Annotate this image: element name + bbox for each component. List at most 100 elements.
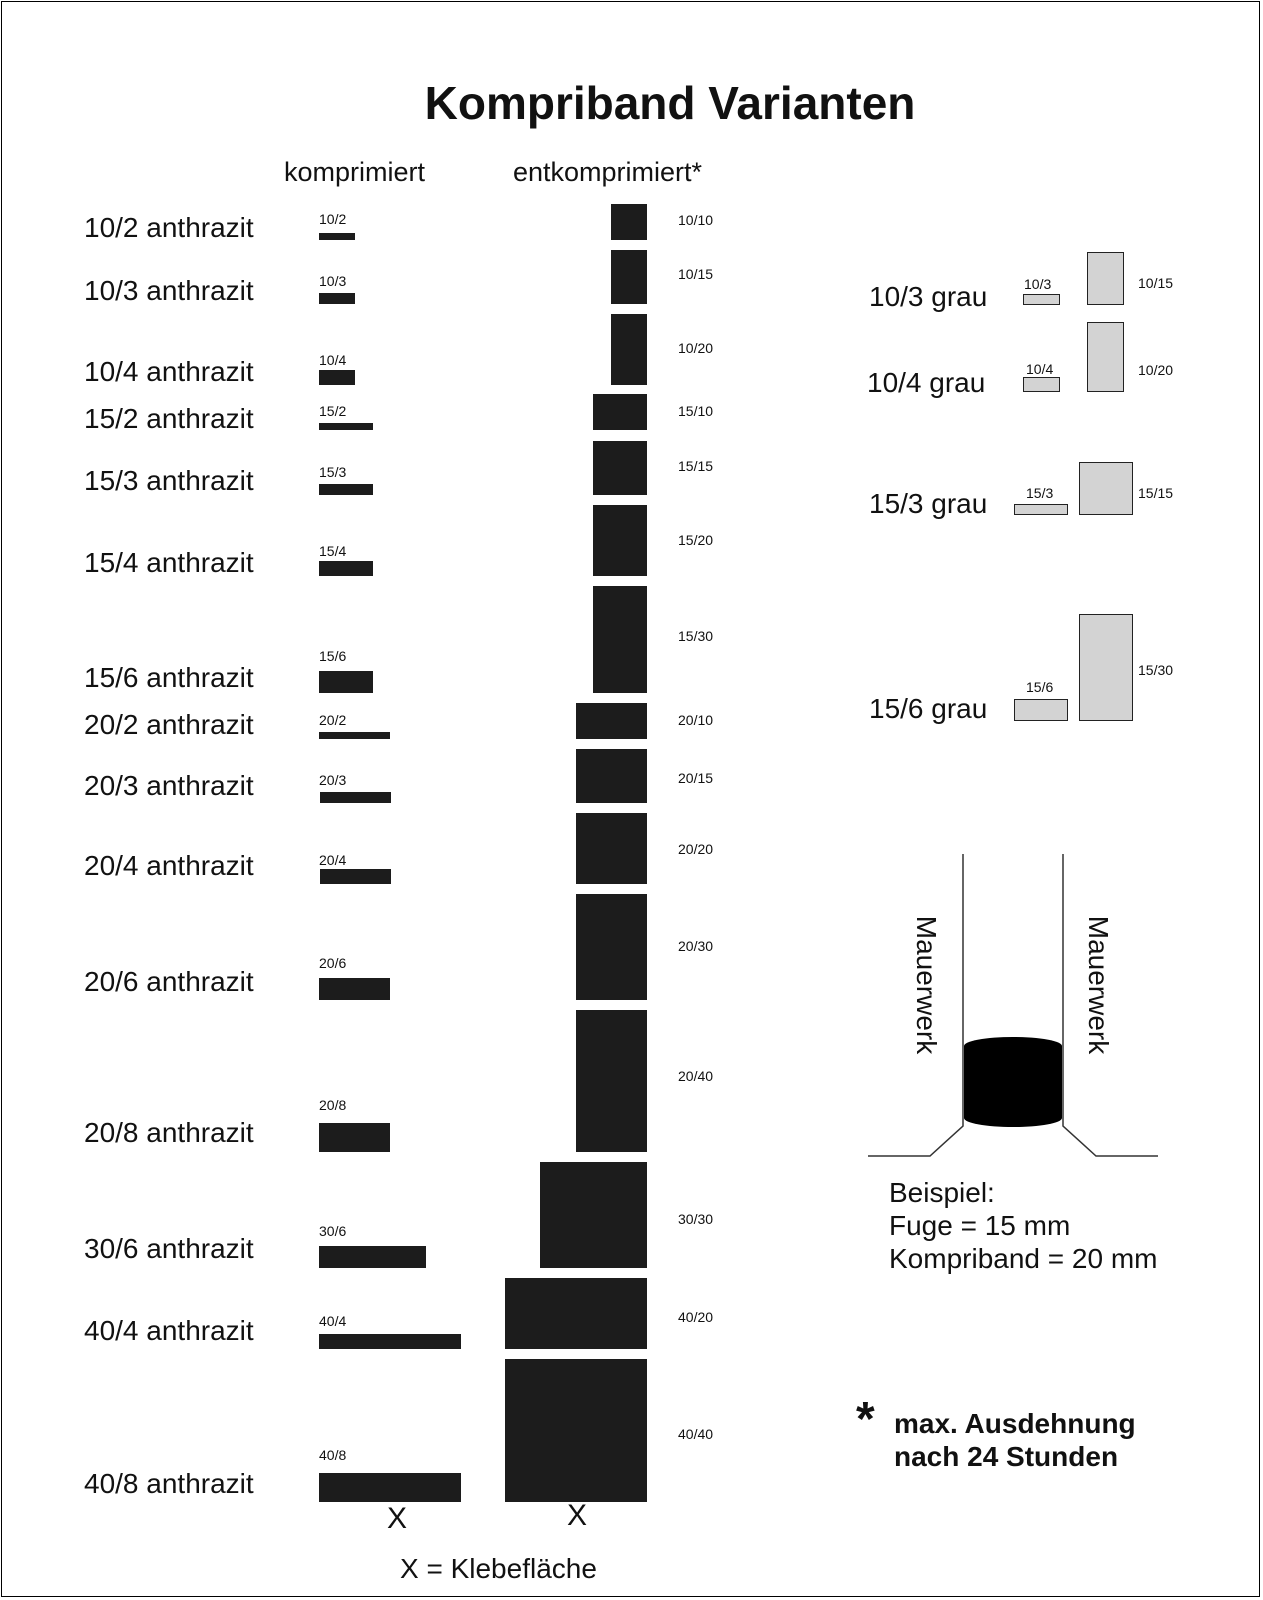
expanded-bar (576, 749, 647, 803)
compressed-bar (319, 233, 355, 240)
x-marker-compressed: X (387, 1502, 408, 1535)
example-tape-width: Kompriband = 20 mm (889, 1243, 1158, 1274)
compressed-bar (319, 561, 373, 576)
compressed-label: 15/6 (319, 648, 347, 664)
column-header-compressed: komprimiert (284, 157, 426, 187)
grau-variant-name: 10/3 grau (869, 281, 988, 312)
expanded-label: 15/10 (678, 403, 714, 419)
example-heading: Beispiel: (889, 1177, 995, 1208)
compressed-label: 20/3 (319, 772, 347, 788)
compressed-label: 40/4 (319, 1313, 347, 1329)
grau-compressed-bar (1014, 699, 1068, 721)
expanded-label: 10/20 (678, 340, 714, 356)
expanded-label: 20/20 (678, 841, 714, 857)
compressed-bar (319, 484, 373, 495)
variant-name: 15/2 anthrazit (84, 403, 254, 434)
grau-expanded-bar (1079, 614, 1133, 721)
expanded-bar (505, 1359, 647, 1502)
expanded-label: 40/20 (678, 1309, 714, 1325)
kompriband-cylinder (964, 1037, 1062, 1127)
compressed-bar (319, 732, 390, 739)
joint-example-diagram (868, 854, 1158, 1157)
variant-name: 15/3 anthrazit (84, 465, 254, 496)
variant-name: 20/4 anthrazit (84, 850, 254, 881)
grau-compressed-label: 15/6 (1026, 679, 1054, 695)
page-title: Kompriband Varianten (424, 77, 916, 129)
example-joint-width: Fuge = 15 mm (889, 1210, 1071, 1241)
compressed-bar (319, 1123, 390, 1152)
wall-outline-right (1062, 854, 1158, 1157)
grau-compressed-bar (1023, 377, 1060, 392)
variant-name: 40/4 anthrazit (84, 1315, 254, 1346)
expanded-bar (593, 586, 647, 693)
compressed-bar (319, 293, 355, 304)
compressed-label: 20/8 (319, 1097, 347, 1113)
compressed-label: 10/4 (319, 352, 347, 368)
expanded-label: 15/15 (678, 458, 714, 474)
variant-name: 10/3 anthrazit (84, 275, 254, 306)
expanded-bar (611, 250, 647, 304)
grau-expanded-bar (1079, 462, 1133, 515)
variant-name: 30/6 anthrazit (84, 1233, 254, 1264)
expanded-bar (593, 441, 647, 495)
expanded-bar (576, 813, 647, 884)
expanded-label: 40/40 (678, 1426, 714, 1442)
wall-label-left: Mauerwerk (911, 915, 942, 1055)
wall-outline-left (868, 854, 964, 1157)
expanded-bar (593, 505, 647, 576)
expanded-label: 20/30 (678, 938, 714, 954)
footnote-line2: nach 24 Stunden (894, 1441, 1119, 1472)
compressed-bar (319, 1334, 461, 1349)
grau-variant-name: 15/3 grau (869, 488, 988, 519)
compressed-bar (319, 1246, 426, 1268)
expanded-bar (611, 204, 647, 240)
compressed-label: 15/2 (319, 403, 347, 419)
compressed-label: 20/6 (319, 955, 347, 971)
grau-variant-name: 15/6 grau (869, 693, 988, 724)
expanded-bar (593, 394, 647, 430)
variant-name: 10/2 anthrazit (84, 212, 254, 243)
grau-expanded-bar (1087, 322, 1124, 392)
variant-name: 10/4 anthrazit (84, 356, 254, 387)
variant-name: 15/6 anthrazit (84, 662, 254, 693)
expanded-label: 20/40 (678, 1068, 714, 1084)
compressed-bar (319, 1473, 461, 1502)
compressed-label: 10/2 (319, 211, 347, 227)
expanded-bar (576, 703, 647, 739)
expanded-label: 10/15 (678, 266, 714, 282)
footnote-star: * (856, 1393, 875, 1446)
expanded-label: 30/30 (678, 1211, 714, 1227)
expanded-label: 20/10 (678, 712, 714, 728)
grau-expanded-label: 15/30 (1138, 662, 1174, 678)
variant-name: 20/2 anthrazit (84, 709, 254, 740)
expanded-bar (576, 1010, 647, 1152)
legend-klebeflaeche: X = Klebefläche (400, 1553, 597, 1584)
compressed-bar (320, 792, 391, 803)
compressed-bar (319, 423, 373, 430)
grau-expanded-bar (1087, 252, 1124, 305)
variant-name: 40/8 anthrazit (84, 1468, 254, 1499)
expanded-label: 15/20 (678, 532, 714, 548)
expanded-label: 20/15 (678, 770, 714, 786)
wall-label-right: Mauerwerk (1083, 915, 1114, 1055)
compressed-label: 20/2 (319, 712, 347, 728)
grau-compressed-label: 10/3 (1024, 276, 1052, 292)
compressed-label: 15/3 (319, 464, 347, 480)
compressed-bar (319, 671, 373, 693)
compressed-label: 20/4 (319, 852, 347, 868)
expanded-bar (611, 314, 647, 385)
expanded-bar (576, 894, 647, 1000)
compressed-label: 30/6 (319, 1223, 347, 1239)
x-marker-expanded: X (567, 1499, 588, 1532)
variant-name: 20/6 anthrazit (84, 966, 254, 997)
compressed-label: 40/8 (319, 1447, 347, 1463)
footnote-line1: max. Ausdehnung (894, 1408, 1136, 1439)
compressed-bar (319, 978, 390, 1000)
grau-expanded-label: 10/20 (1138, 362, 1174, 378)
expanded-label: 10/10 (678, 212, 714, 228)
expanded-bar (540, 1162, 647, 1268)
grau-variant-name: 10/4 grau (867, 367, 986, 398)
compressed-label: 15/4 (319, 543, 347, 559)
grau-compressed-label: 10/4 (1026, 361, 1054, 377)
